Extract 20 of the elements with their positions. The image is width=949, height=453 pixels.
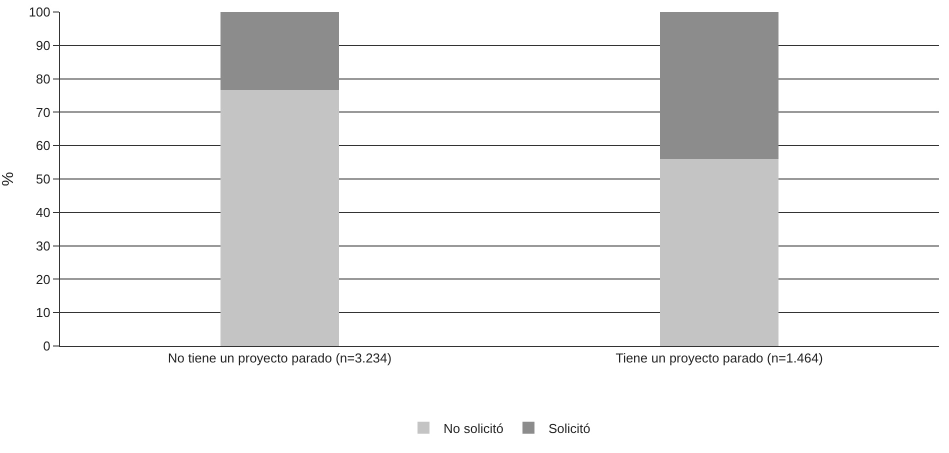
y-tick-label: 0: [43, 338, 50, 354]
bar: [660, 12, 779, 159]
legend-label: Solicitó: [548, 420, 590, 436]
y-tick-label: 10: [36, 305, 50, 320]
bar: [220, 12, 340, 90]
y-tick-label: 100: [28, 4, 50, 20]
bar: [220, 90, 340, 346]
y-tick-label: 70: [36, 104, 50, 120]
y-tick-label: 30: [36, 238, 50, 254]
x-tick-label: Tiene un proyecto parado (n=1.464): [616, 350, 823, 366]
y-tick-label: 20: [36, 272, 50, 287]
x-tick-label: No tiene un proyecto parado (n=3.234): [168, 350, 392, 366]
y-tick-label: 90: [36, 38, 50, 53]
y-tick-label: 80: [36, 71, 50, 86]
bar: [660, 158, 779, 346]
legend-label: No solicitó: [444, 420, 504, 436]
y-axis-title: %: [0, 172, 17, 186]
y-tick-label: 40: [36, 204, 50, 220]
y-tick-label: 60: [36, 138, 50, 154]
y-tick-label: 50: [36, 172, 50, 187]
